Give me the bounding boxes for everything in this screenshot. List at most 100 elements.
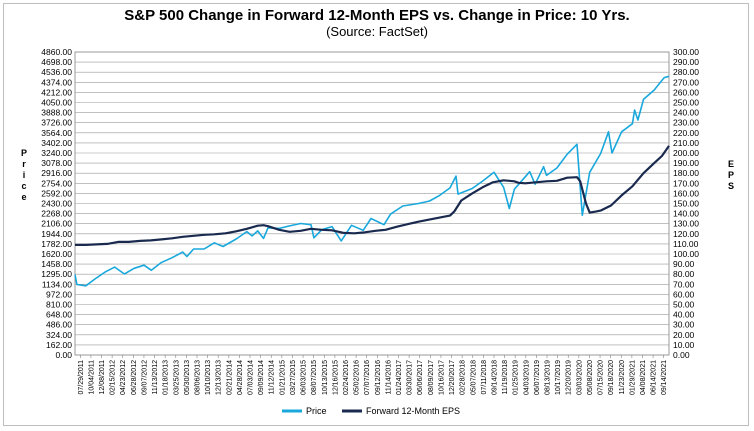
left-tick-label: 2268.00 bbox=[41, 209, 72, 219]
right-tick-label: 180.00 bbox=[673, 168, 699, 178]
right-tick-label: 170.00 bbox=[673, 178, 699, 188]
left-tick-label: 4374.00 bbox=[41, 77, 72, 87]
right-tick-label: 20.00 bbox=[673, 330, 695, 340]
x-tick-label: 05/30/2013 bbox=[184, 360, 191, 395]
right-tick-label: 120.00 bbox=[673, 229, 699, 239]
legend-label-price: Price bbox=[306, 406, 327, 416]
right-tick-label: 150.00 bbox=[673, 199, 699, 209]
left-tick-label: 3402.00 bbox=[41, 138, 72, 148]
right-tick-label: 160.00 bbox=[673, 188, 699, 198]
right-tick-label: 250.00 bbox=[673, 98, 699, 108]
left-tick-label: 3078.00 bbox=[41, 158, 72, 168]
left-tick-label: 2430.00 bbox=[41, 199, 72, 209]
x-tick-label: 07/03/2014 bbox=[248, 360, 255, 395]
x-tick-label: 10/17/2019 bbox=[555, 360, 562, 395]
left-tick-label: 2754.00 bbox=[41, 178, 72, 188]
x-tick-label: 06/14/2021 bbox=[651, 360, 658, 395]
x-tick-label: 07/07/2016 bbox=[364, 360, 371, 395]
x-tick-label: 04/28/2014 bbox=[237, 360, 244, 395]
left-tick-label: 1134.00 bbox=[42, 279, 72, 289]
left-tick-label: 1295.00 bbox=[41, 269, 72, 279]
x-tick-label: 12/13/2013 bbox=[216, 360, 223, 395]
right-tick-label: 0.00 bbox=[673, 350, 690, 360]
x-tick-label: 06/07/2019 bbox=[534, 360, 541, 395]
x-tick-label: 11/19/2018 bbox=[502, 360, 509, 395]
x-tick-label: 03/03/2020 bbox=[576, 360, 583, 395]
right-tick-label: 140.00 bbox=[673, 209, 699, 219]
right-tick-label: 220.00 bbox=[673, 128, 699, 138]
left-tick-label: 4536.00 bbox=[41, 67, 72, 77]
right-axis-ticks: 0.0010.0020.0030.0040.0050.0060.0070.008… bbox=[673, 47, 699, 360]
left-tick-label: 3564.00 bbox=[41, 128, 72, 138]
x-tick-label: 07/29/2011 bbox=[78, 360, 85, 395]
right-tick-label: 80.00 bbox=[673, 269, 695, 279]
left-tick-label: 1458.00 bbox=[41, 259, 72, 269]
right-tick-label: 260.00 bbox=[673, 87, 699, 97]
x-tick-label: 09/07/2012 bbox=[141, 360, 148, 395]
x-tick-label: 11/12/2014 bbox=[269, 360, 276, 395]
left-tick-label: 3726.00 bbox=[41, 118, 72, 128]
x-tick-label: 02/15/2012 bbox=[110, 360, 117, 395]
right-tick-label: 290.00 bbox=[673, 57, 699, 67]
x-tick-label: 05/08/2020 bbox=[587, 360, 594, 395]
x-tick-label: 07/11/2018 bbox=[481, 360, 488, 395]
axis-title-letter: r bbox=[22, 159, 26, 169]
x-tick-label: 08/13/2019 bbox=[545, 360, 552, 395]
legend: Price Forward 12-Month EPS bbox=[282, 406, 460, 416]
left-tick-label: 1944.00 bbox=[41, 229, 72, 239]
right-axis-title: EPS bbox=[728, 159, 734, 191]
gridlines bbox=[75, 51, 669, 356]
axis-title-letter: S bbox=[728, 181, 734, 191]
x-tick-label: 12/20/2019 bbox=[566, 360, 573, 395]
right-tick-label: 280.00 bbox=[673, 67, 699, 77]
chart-subtitle: (Source: FactSet) bbox=[326, 24, 428, 39]
x-tick-label: 08/07/2015 bbox=[311, 360, 318, 395]
left-tick-label: 1620.00 bbox=[41, 249, 72, 259]
chart-frame bbox=[3, 3, 749, 426]
right-tick-label: 70.00 bbox=[673, 279, 695, 289]
left-tick-label: 162.00 bbox=[46, 340, 72, 350]
x-tick-label: 09/18/2020 bbox=[608, 360, 615, 395]
x-tick-label: 06/06/2017 bbox=[417, 360, 424, 395]
x-axis-ticks: 07/29/2011 10/04/2011 12/08/2011 02/15/2012… bbox=[78, 355, 668, 395]
left-tick-label: 3240.00 bbox=[41, 148, 72, 158]
x-tick-label: 08/06/2013 bbox=[194, 360, 201, 395]
x-tick-label: 05/02/2016 bbox=[354, 360, 361, 395]
price-series-line bbox=[74, 75, 670, 287]
left-tick-label: 4050.00 bbox=[41, 98, 72, 108]
left-tick-label: 972.00 bbox=[46, 289, 72, 299]
right-tick-label: 190.00 bbox=[673, 158, 699, 168]
x-tick-label: 11/23/2020 bbox=[619, 360, 626, 395]
left-tick-label: 4698.00 bbox=[41, 57, 72, 67]
right-tick-label: 40.00 bbox=[673, 310, 695, 320]
x-tick-label: 01/25/2019 bbox=[513, 360, 520, 395]
left-tick-label: 2106.00 bbox=[41, 219, 72, 229]
x-tick-label: 09/14/2018 bbox=[491, 360, 498, 395]
right-tick-label: 30.00 bbox=[673, 320, 695, 330]
x-tick-label: 12/08/2011 bbox=[99, 360, 106, 395]
x-tick-label: 03/30/2017 bbox=[407, 360, 414, 395]
right-tick-label: 230.00 bbox=[673, 118, 699, 128]
chart-title: S&P 500 Change in Forward 12-Month EPS v… bbox=[124, 7, 630, 24]
x-tick-label: 07/15/2020 bbox=[598, 360, 605, 395]
x-tick-label: 08/09/2017 bbox=[428, 360, 435, 395]
left-tick-label: 0.00 bbox=[55, 350, 72, 360]
x-tick-label: 04/08/2021 bbox=[640, 360, 647, 395]
left-tick-label: 810.00 bbox=[46, 300, 72, 310]
x-tick-label: 11/14/2016 bbox=[385, 360, 392, 395]
x-tick-label: 09/09/2014 bbox=[258, 360, 265, 395]
right-tick-label: 50.00 bbox=[673, 300, 695, 310]
axis-title-letter: P bbox=[728, 170, 734, 180]
left-axis-ticks: 0.00162.00324.00486.00648.00810.00972.00… bbox=[41, 47, 72, 360]
x-tick-label: 06/03/2015 bbox=[301, 360, 308, 395]
axis-title-letter: i bbox=[23, 170, 26, 180]
x-tick-label: 11/13/2012 bbox=[152, 360, 159, 395]
right-tick-label: 100.00 bbox=[673, 249, 699, 259]
x-tick-label: 03/25/2013 bbox=[173, 360, 180, 395]
left-tick-label: 3888.00 bbox=[41, 108, 72, 118]
axis-title-letter: e bbox=[21, 192, 26, 202]
x-tick-label: 01/24/2017 bbox=[396, 360, 403, 395]
left-tick-label: 324.00 bbox=[46, 330, 72, 340]
left-tick-label: 4860.00 bbox=[41, 47, 72, 57]
